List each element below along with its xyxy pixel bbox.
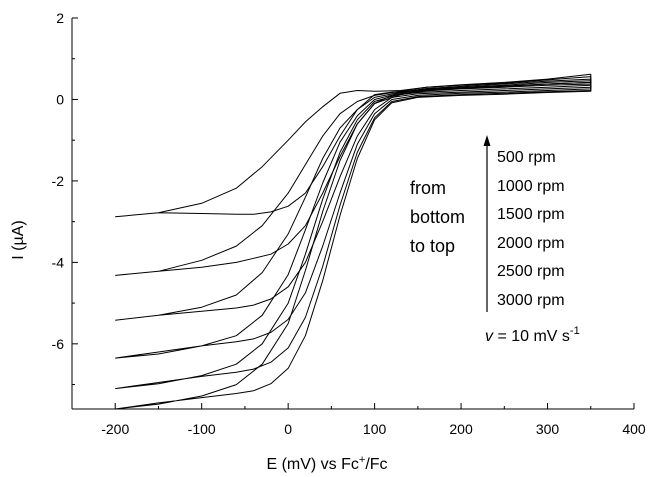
x-axis-ticks: -200 -100 0 100 200 300 400	[71, 403, 646, 437]
y-tick-label: -6	[52, 336, 65, 352]
x-tick-label: 200	[449, 421, 473, 437]
series-label-2500rpm: 2500 rpm	[497, 263, 565, 280]
cv-curve-3000rpm	[115, 83, 592, 410]
y-tick-label: 0	[56, 91, 64, 107]
legend-text-line-1: from	[410, 178, 446, 198]
series-label-2000rpm: 2000 rpm	[497, 235, 565, 252]
x-tick-label: 100	[363, 421, 387, 437]
series-label-1000rpm: 1000 rpm	[497, 178, 565, 195]
y-axis-ticks: -6 -4 -2 0 2	[52, 10, 78, 386]
x-tick-label: 0	[284, 421, 292, 437]
y-axis-label: I (µA)	[10, 220, 27, 259]
legend-text-line-2: bottom	[410, 207, 465, 227]
legend-annotation: from bottom to top 500 rpm 1000 rpm 1500…	[410, 135, 580, 345]
x-tick-label: 300	[536, 421, 560, 437]
x-tick-label: -100	[188, 421, 216, 437]
legend-text-line-3: to top	[410, 236, 455, 256]
scan-rate-label: v = 10 mV s-1	[485, 325, 580, 345]
cv-curve-1500rpm	[115, 78, 592, 321]
legend-arrow-head	[483, 135, 491, 146]
series-label-1500rpm: 1500 rpm	[497, 206, 565, 223]
series-label-500rpm: 500 rpm	[497, 149, 556, 166]
x-tick-label: -200	[101, 421, 129, 437]
y-tick-label: -2	[52, 173, 65, 189]
series-label-3000rpm: 3000 rpm	[497, 292, 565, 309]
x-tick-label: 400	[622, 421, 646, 437]
y-tick-label: 2	[56, 10, 64, 26]
x-axis-label: E (mV) vs Fc+/Fc	[266, 454, 387, 473]
y-tick-label: -4	[52, 254, 65, 270]
curves-group	[115, 73, 592, 410]
